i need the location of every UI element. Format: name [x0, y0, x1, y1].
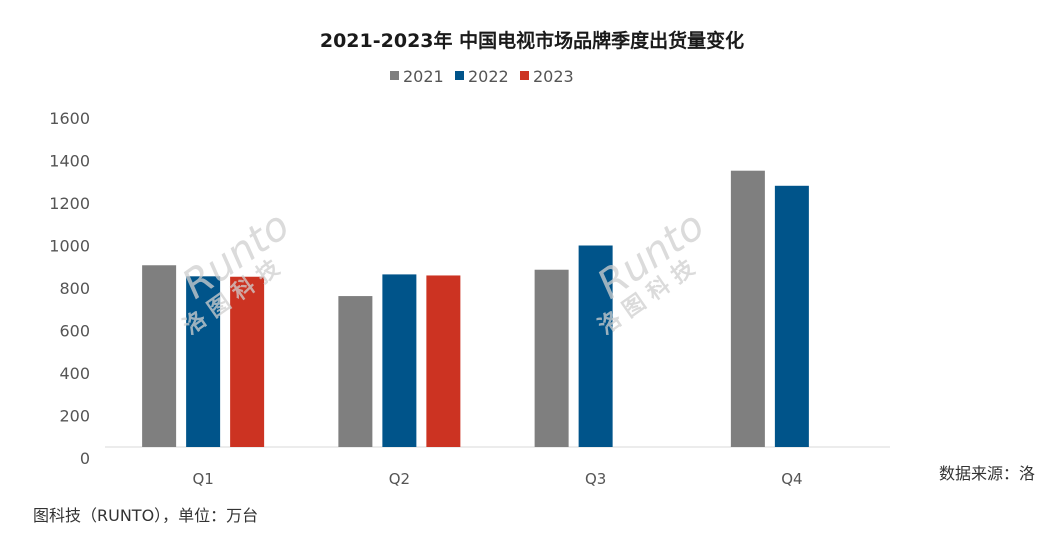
legend-swatch-2023: [520, 71, 529, 80]
bar-2021-Q3: [534, 269, 569, 447]
y-tick-label: 1600: [49, 109, 90, 128]
legend-label: 2021: [403, 67, 444, 86]
y-tick-label: 200: [59, 407, 90, 426]
bar-2021-Q4: [730, 170, 765, 447]
legend-swatch-2021: [390, 71, 399, 80]
legend-swatch-2022: [455, 71, 464, 80]
bar-2022-Q1: [186, 276, 221, 447]
y-tick-label: 1200: [49, 194, 90, 213]
x-tick-label: Q4: [781, 470, 802, 488]
source-line-1: 数据来源：洛: [939, 464, 1035, 483]
chart-title: 2021-2023年 中国电视市场品牌季度出货量变化: [320, 29, 744, 52]
x-tick-label: Q2: [389, 470, 410, 488]
bar-2023-Q2: [426, 275, 461, 447]
legend: 2021 2022 2023: [390, 67, 574, 86]
y-tick-label: 800: [59, 279, 90, 298]
bar-2021-Q1: [142, 265, 177, 447]
bar-2022-Q2: [382, 274, 417, 447]
y-tick-label: 1400: [49, 152, 90, 171]
y-tick-label: 400: [59, 364, 90, 383]
y-axis: 0 200 400 600 800 1000 1200 1400 1600: [49, 109, 90, 468]
bar-2022-Q4: [774, 185, 809, 447]
y-tick-label: 0: [80, 449, 90, 468]
x-tick-label: Q1: [192, 470, 213, 488]
bar-2022-Q3: [578, 245, 613, 447]
y-tick-label: 1000: [49, 237, 90, 256]
x-axis: Q1 Q2 Q3 Q4: [192, 470, 802, 488]
bar-2021-Q2: [338, 296, 373, 447]
y-tick-label: 600: [59, 322, 90, 341]
x-tick-label: Q3: [585, 470, 606, 488]
bar-2023-Q1: [230, 276, 265, 447]
source-line-2: 图科技（RUNTO），单位：万台: [33, 506, 258, 525]
legend-label: 2022: [468, 67, 509, 86]
legend-label: 2023: [533, 67, 574, 86]
bars: [142, 170, 809, 447]
